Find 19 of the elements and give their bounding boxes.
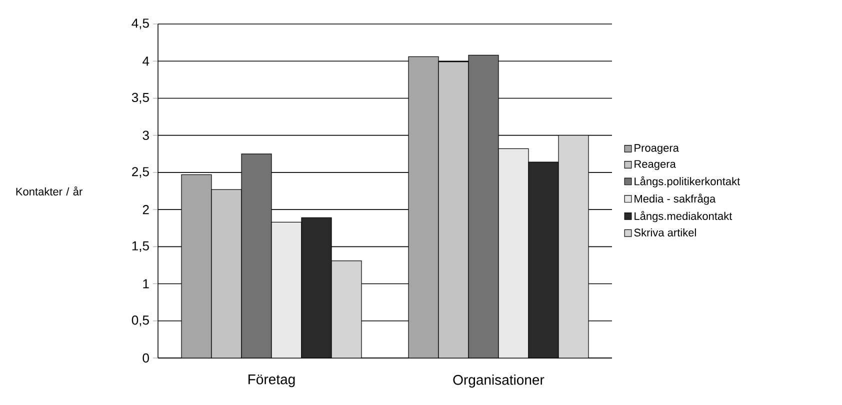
- y-tick-label: 2,5: [132, 167, 149, 178]
- x-tick-label: Företag: [248, 374, 295, 388]
- legend-label: Media - sakfråga: [634, 194, 716, 205]
- y-axis-title: Kontakter / år: [16, 186, 82, 196]
- y-tick-label: 0,5: [132, 316, 149, 326]
- legend-label: Proagera: [634, 144, 679, 154]
- legend-label: Långs.mediakontakt: [634, 211, 732, 222]
- y-tick-label: 1,5: [132, 241, 149, 252]
- y-tick-label: 1: [143, 279, 149, 288]
- legend-label: Skriva artikel: [634, 228, 696, 236]
- y-tick-label: 3,5: [132, 92, 149, 104]
- legend-label: Reagera: [634, 160, 676, 170]
- y-tick-label: 4,5: [132, 18, 149, 30]
- y-tick-label: 3: [142, 130, 149, 140]
- y-tick-label: 4: [142, 56, 150, 66]
- y-tick-label: 2: [142, 205, 149, 214]
- x-tick-label: Organisationer: [453, 374, 544, 388]
- y-tick-label: 0: [142, 353, 149, 363]
- legend-label: Långs.politikerkontakt: [634, 176, 740, 188]
